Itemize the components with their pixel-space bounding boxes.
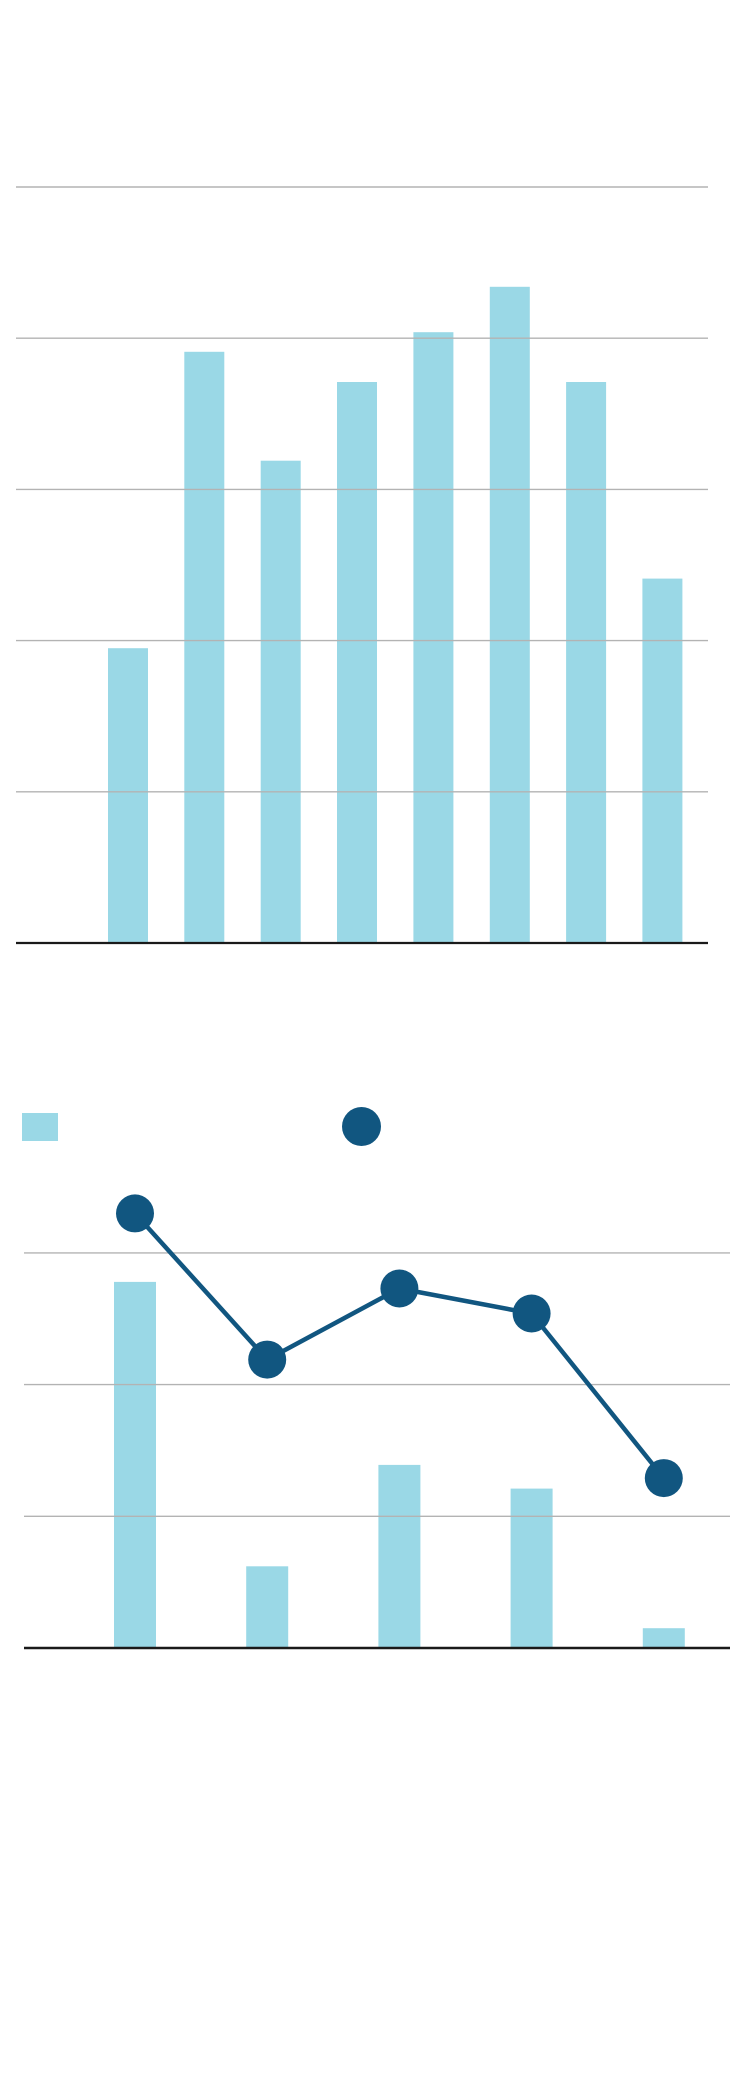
bar — [510, 1488, 553, 1648]
bar — [489, 286, 530, 943]
bar — [114, 1281, 156, 1648]
top-bar-chart — [16, 186, 708, 945]
bar — [184, 351, 225, 943]
bar — [642, 1628, 685, 1648]
bar — [108, 648, 148, 943]
bar — [642, 578, 683, 943]
bottom-combo-chart — [22, 1107, 730, 1650]
data-point — [512, 1294, 551, 1333]
bar — [413, 332, 454, 943]
bar — [246, 1566, 289, 1648]
bar — [337, 382, 377, 943]
data-point — [248, 1340, 287, 1379]
bar — [378, 1464, 421, 1648]
bar — [260, 460, 301, 943]
bar — [566, 382, 607, 943]
data-point — [116, 1194, 154, 1233]
data-point — [380, 1269, 419, 1308]
legend-line-swatch — [342, 1107, 381, 1146]
legend-bar-swatch — [22, 1113, 58, 1141]
data-point — [644, 1459, 683, 1498]
